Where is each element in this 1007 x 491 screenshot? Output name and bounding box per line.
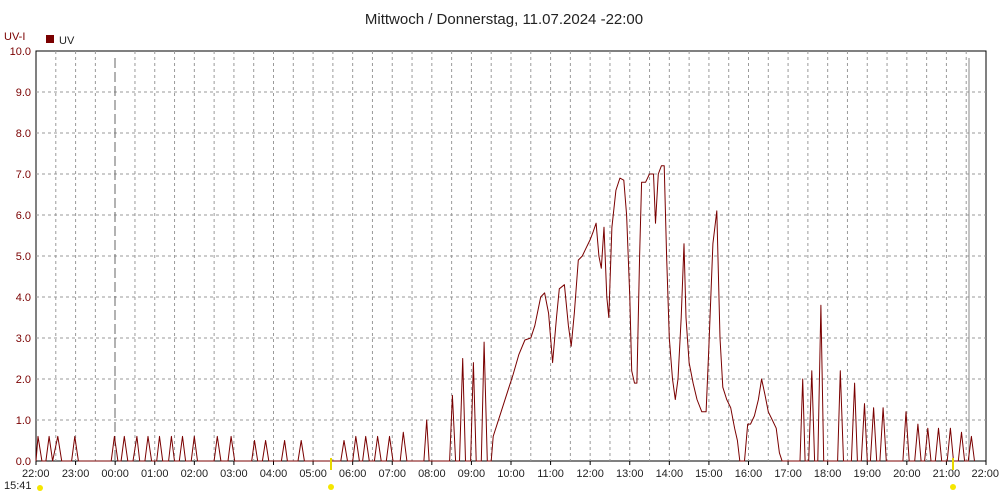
x-tick-label: 00:00 bbox=[101, 468, 129, 480]
uv-series-line bbox=[35, 165, 975, 462]
y-tick-label: 1.0 bbox=[16, 415, 31, 427]
y-tick-label: 4.0 bbox=[16, 292, 31, 304]
y-tick-label: 0.0 bbox=[16, 456, 31, 468]
start-time-marker bbox=[37, 485, 43, 491]
chart-title: Mittwoch / Donnerstag, 11.07.2024 -22:00 bbox=[365, 11, 643, 28]
x-tick-label: 07:00 bbox=[378, 468, 406, 480]
y-tick-label: 5.0 bbox=[16, 251, 31, 263]
y-tick-label: 3.0 bbox=[16, 333, 31, 345]
x-tick-label: 02:00 bbox=[181, 468, 209, 480]
y-tick-label: 10.0 bbox=[10, 46, 31, 58]
x-tick-label: 23:00 bbox=[62, 468, 90, 480]
x-tick-label: 11:00 bbox=[537, 468, 564, 480]
y-tick-label: 6.0 bbox=[16, 210, 31, 222]
x-tick-label: 09:00 bbox=[458, 468, 486, 480]
x-tick-label: 08:00 bbox=[418, 468, 446, 480]
y-axis-label: UV-I bbox=[4, 31, 25, 43]
grid-lines bbox=[36, 51, 986, 461]
y-tick-label: 8.0 bbox=[16, 128, 31, 140]
y-tick-label: 2.0 bbox=[16, 374, 31, 386]
x-tick-labels: 22:00 23:00 00:00 01:00 02:00 03:00 04:00 05:00… bbox=[22, 461, 999, 480]
y-tick-label: 9.0 bbox=[16, 87, 31, 99]
legend-swatch bbox=[46, 35, 54, 43]
x-tick-label: 03:00 bbox=[220, 468, 248, 480]
x-tick-label: 21:00 bbox=[933, 468, 961, 480]
x-tick-label: 19:00 bbox=[853, 468, 881, 480]
x-tick-label: 05:00 bbox=[299, 468, 327, 480]
sunrise-marker bbox=[328, 484, 334, 490]
x-tick-label: 14:00 bbox=[656, 468, 684, 480]
x-tick-label: 10:00 bbox=[497, 468, 525, 480]
x-tick-label: 12:00 bbox=[576, 468, 604, 480]
x-tick-label: 15:00 bbox=[695, 468, 723, 480]
x-tick-label: 20:00 bbox=[893, 468, 921, 480]
x-tick-label: 22:00 bbox=[971, 468, 999, 480]
x-tick-label: 06:00 bbox=[339, 468, 367, 480]
x-tick-label: 01:00 bbox=[141, 468, 169, 480]
x-tick-label: 22:00 bbox=[22, 468, 50, 480]
y-tick-labels: 0.0 1.0 2.0 3.0 4.0 5.0 6.0 7.0 8.0 9.0 10.0 bbox=[10, 46, 31, 468]
x-tick-label: 04:00 bbox=[260, 468, 288, 480]
x-tick-label: 16:00 bbox=[735, 468, 763, 480]
x-tick-label: 18:00 bbox=[814, 468, 842, 480]
y-tick-label: 7.0 bbox=[16, 169, 31, 181]
x-tick-label: 13:00 bbox=[616, 468, 644, 480]
legend-label: UV bbox=[59, 35, 75, 47]
x-tick-label: 17:00 bbox=[774, 468, 802, 480]
sunset-marker bbox=[950, 484, 956, 490]
start-time-label: 15:41 bbox=[4, 480, 32, 491]
